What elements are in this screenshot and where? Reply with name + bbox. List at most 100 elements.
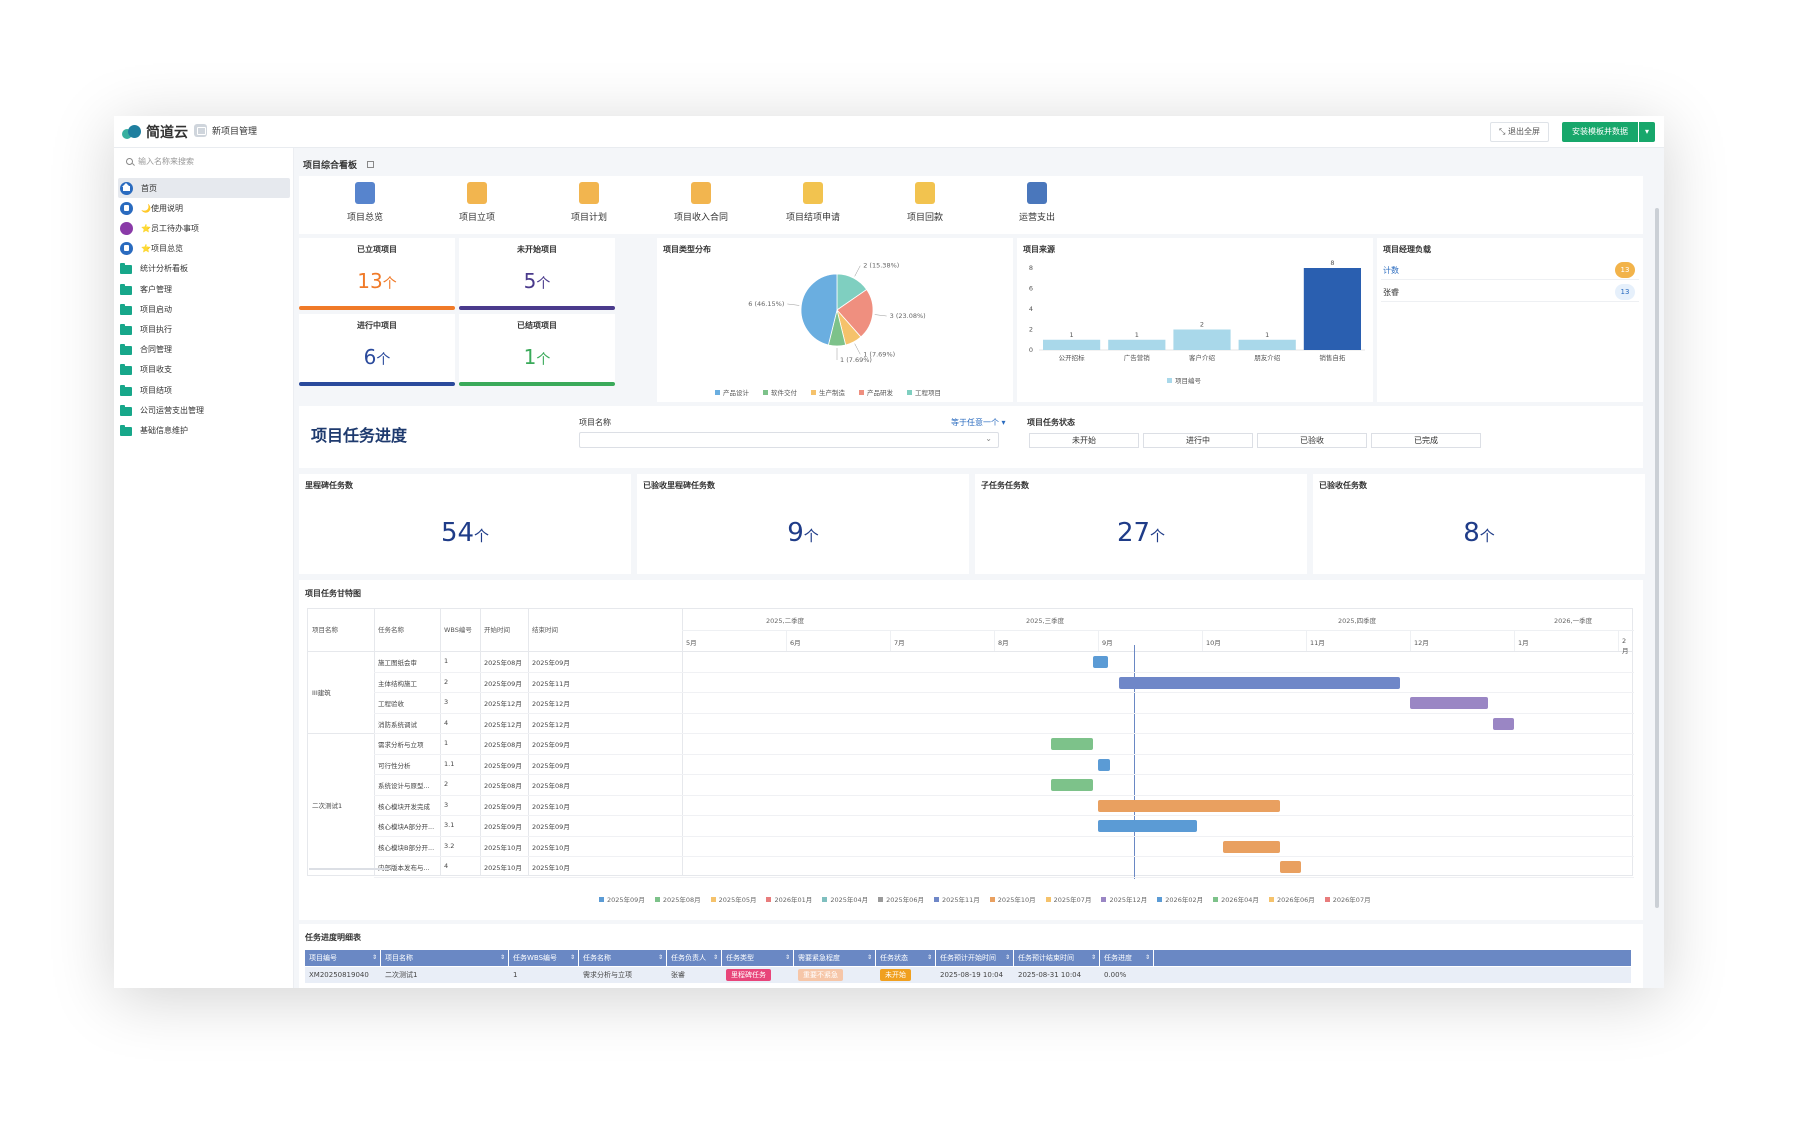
gantt-bar[interactable] (1098, 820, 1197, 832)
pie-label-line (874, 314, 887, 317)
kpi-number: 27 (1116, 518, 1151, 548)
gantt-cell-task: 工程验收 (378, 700, 404, 708)
gantt-legend-item[interactable]: 2025年10月 (989, 894, 1036, 904)
pie-label: 2 (15.38%) (863, 262, 899, 270)
filter-mode-select[interactable]: 等于任意一个 ▾ (951, 418, 1006, 427)
pie-slice[interactable] (800, 273, 838, 346)
status-option[interactable]: 已验收 (1257, 433, 1367, 448)
sidebar-item[interactable]: 合同管理 (118, 340, 290, 360)
sidebar-item[interactable]: 项目执行 (118, 319, 290, 339)
gantt-bar[interactable] (1051, 738, 1093, 750)
table-header-cell[interactable]: 任务名称 (579, 950, 667, 966)
manager-row[interactable]: 张睿 13 (1381, 282, 1639, 302)
bar[interactable] (1043, 339, 1101, 350)
table-header-cell[interactable]: 项目名称 (381, 950, 509, 966)
kpi-unit: 个 (474, 527, 490, 545)
bar[interactable] (1108, 339, 1166, 350)
gantt-legend-item[interactable]: 2026年06月 (1268, 894, 1315, 904)
gantt-legend-item[interactable]: 2026年07月 (1324, 894, 1371, 904)
table-header-cell[interactable]: 项目编号 (305, 950, 381, 966)
search-input[interactable]: 输入名称来搜索 (138, 156, 194, 166)
gantt-bar[interactable] (1092, 656, 1109, 668)
bar[interactable] (1238, 339, 1296, 350)
gantt-cell-start: 2025年09月 (484, 802, 522, 811)
table-header-cell[interactable]: 任务类型 (722, 950, 794, 966)
sidebar-item[interactable]: 基础信息维护 (118, 420, 290, 440)
sidebar-item[interactable]: 公司运营支出管理 (118, 400, 290, 420)
gantt-legend-item[interactable]: 2025年11月 (933, 894, 980, 904)
gantt-row-divider (374, 753, 1634, 755)
cloud-logo-icon (122, 125, 142, 139)
status-option[interactable]: 已完成 (1371, 433, 1481, 448)
cell-text: 需求分析与立项 (583, 971, 632, 979)
install-dropdown-chevron-icon[interactable]: ▾ (1639, 122, 1655, 142)
gantt-legend-item[interactable]: 2025年05月 (710, 894, 756, 904)
sidebar-item[interactable]: 🌙使用说明 (118, 198, 290, 218)
gantt-legend-item[interactable]: 2025年09月 (599, 894, 645, 904)
install-template-button[interactable]: 安装模板并数据 (1562, 122, 1638, 142)
sidebar-item[interactable]: ⭐员工待办事项 (118, 218, 290, 238)
gantt-bar[interactable] (1098, 799, 1280, 812)
gantt-bar[interactable] (1051, 779, 1093, 791)
scrollbar[interactable] (1655, 208, 1659, 908)
table-header-cell[interactable]: 任务预计开始时间 (936, 950, 1014, 966)
bar[interactable] (1303, 268, 1361, 350)
status-option[interactable]: 未开始 (1029, 433, 1139, 448)
gantt-legend-item[interactable]: 2025年07月 (1045, 894, 1091, 904)
table-row[interactable]: XM20250819040 二次测试1 1 需求分析与立项 张睿 里程碑任务 重要不紧急 未开… (305, 967, 1631, 983)
sidebar-item[interactable]: ⭐项目总览 (118, 239, 290, 259)
bar[interactable] (1173, 329, 1231, 351)
kpi-value: 8个 (1313, 518, 1645, 548)
gantt-legend-item[interactable]: 2026年01月 (766, 894, 812, 904)
folder-icon (120, 404, 132, 416)
table-header-cell[interactable]: 任务预计结束时间 (1014, 950, 1100, 966)
stat-bar (299, 382, 455, 386)
quick-link[interactable]: 运营支出 (977, 176, 1097, 223)
table-header-cell[interactable]: 需要紧急程度 (794, 950, 876, 966)
x-tick-label: 销售自拓 (1319, 353, 1346, 362)
gantt-legend-item[interactable]: 2026年02月 (1157, 894, 1203, 904)
gantt-bar[interactable] (1493, 717, 1514, 730)
exit-fullscreen-button[interactable]: ⤡ 退出全屏 (1490, 122, 1549, 142)
sidebar-item[interactable]: 统计分析看板 (118, 259, 290, 279)
sidebar-item[interactable]: 项目收支 (118, 360, 290, 380)
gantt-cell-start: 2025年09月 (484, 679, 522, 688)
quick-link[interactable]: 项目立项 (417, 176, 537, 223)
table-header-cell[interactable]: 任务WBS编号 (509, 950, 579, 966)
gantt-legend-item[interactable]: 2025年08月 (654, 894, 701, 904)
quick-link[interactable]: 项目回款 (865, 176, 985, 223)
sidebar-item[interactable]: 项目结项 (118, 380, 290, 400)
gantt-cell-end: 2025年08月 (532, 782, 570, 790)
manager-row[interactable]: 计数 13 (1381, 260, 1639, 280)
gantt-legend-item[interactable]: 2026年04月 (1213, 894, 1259, 904)
quick-link[interactable]: 项目结项申请 (753, 176, 873, 223)
gantt-bar[interactable] (1098, 758, 1111, 771)
main-content: 项目综合看板 项目总览 项目立项 项目计划 项目收入合同 项目结项申请 项目回款 运营支出 … (295, 148, 1664, 988)
app-tab[interactable]: 新项目管理 (194, 124, 257, 137)
gantt-bar[interactable] (1280, 861, 1301, 873)
stat-unit: 个 (536, 276, 551, 292)
brand-logo[interactable]: 简道云 (122, 122, 188, 142)
table-header-cell[interactable]: 任务进度 (1100, 950, 1154, 966)
pie-slice[interactable] (836, 288, 874, 338)
gantt-legend-item[interactable]: 2025年12月 (1101, 894, 1147, 904)
status-option[interactable]: 进行中 (1143, 433, 1253, 448)
sidebar-search[interactable]: 输入名称来搜索 (120, 152, 288, 170)
table-header-cell[interactable]: 任务负责人 (667, 950, 722, 966)
x-tick-label: 朋友介绍 (1254, 353, 1281, 362)
sidebar-item[interactable]: 首页 (118, 178, 290, 198)
gantt-bar[interactable] (1118, 676, 1400, 689)
quick-link[interactable]: 项目总览 (305, 176, 425, 223)
expand-icon[interactable] (367, 161, 375, 168)
table-header-cell[interactable]: 任务状态 (876, 950, 936, 966)
gantt-bar[interactable] (1222, 840, 1280, 853)
gantt-legend-item[interactable]: 2025年04月 (822, 894, 868, 904)
gantt-zoom-slider[interactable] (309, 868, 389, 870)
quick-link[interactable]: 项目收入合同 (641, 176, 761, 223)
quick-link[interactable]: 项目计划 (529, 176, 649, 223)
sidebar-item[interactable]: 项目启动 (118, 299, 290, 319)
gantt-bar[interactable] (1410, 697, 1488, 709)
project-name-select[interactable]: ⌄ (579, 432, 999, 448)
gantt-legend-item[interactable]: 2025年06月 (878, 894, 924, 904)
sidebar-item[interactable]: 客户管理 (118, 279, 290, 299)
